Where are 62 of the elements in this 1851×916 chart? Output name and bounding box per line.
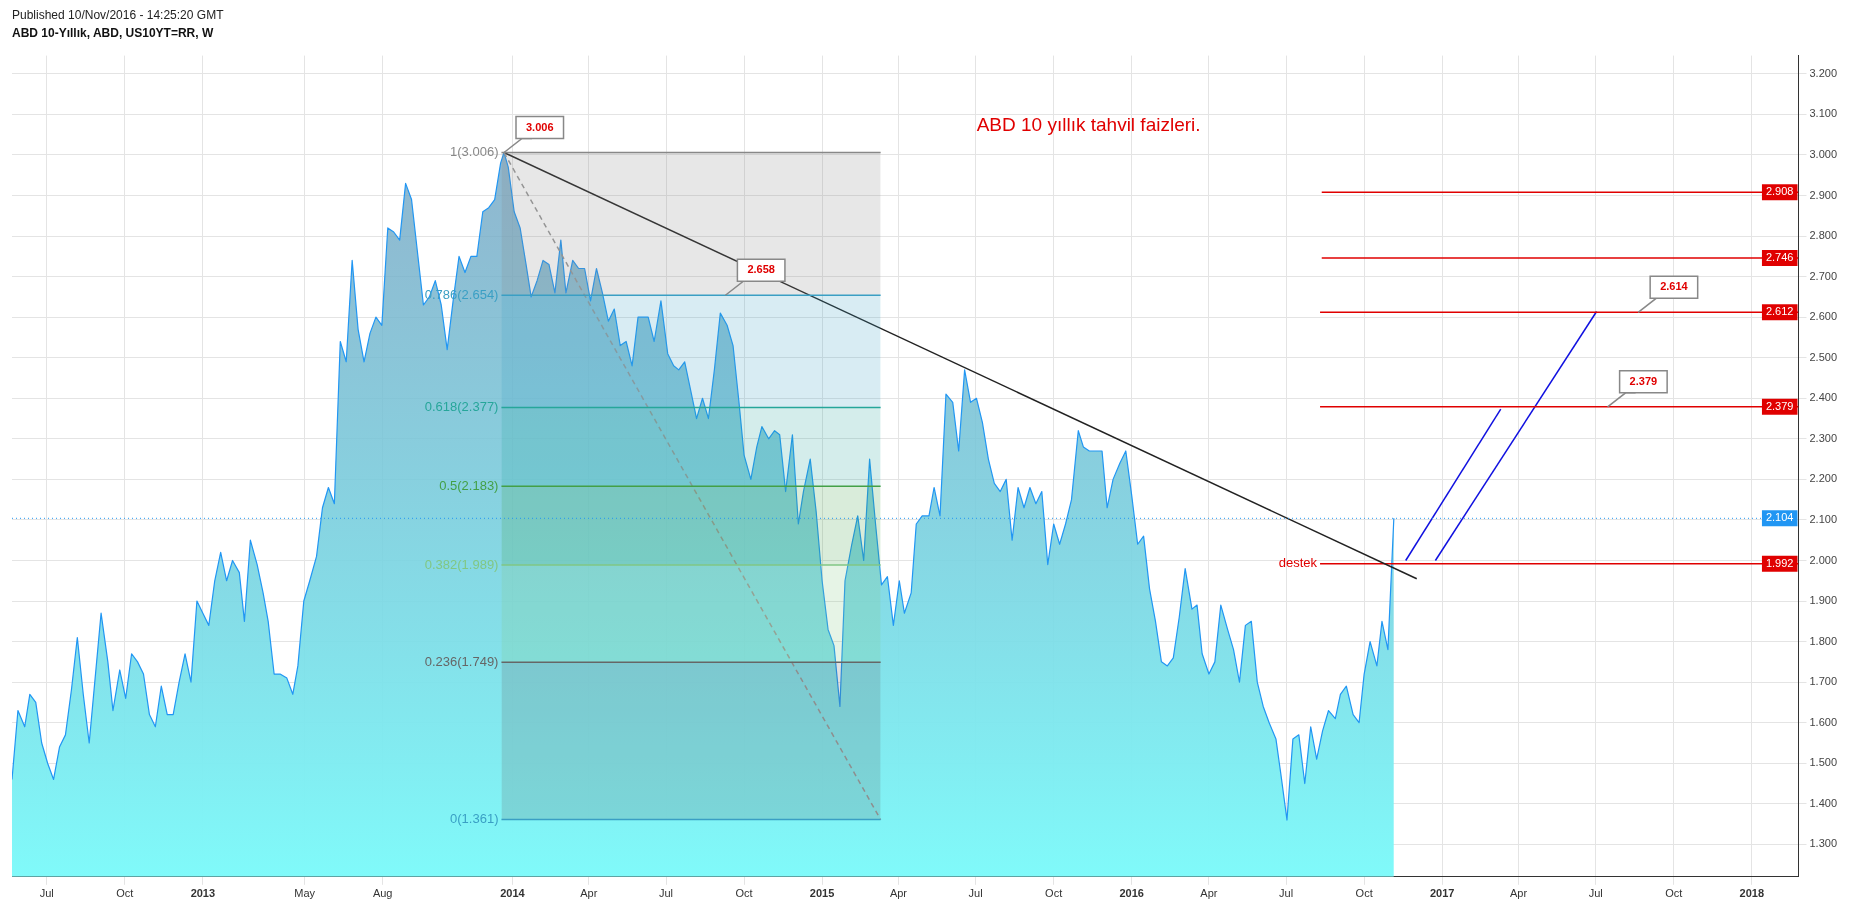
x-tick-label: Apr: [580, 887, 598, 900]
x-tick-label: Apr: [889, 887, 908, 900]
y-tick-label: 1.600: [1809, 715, 1837, 728]
y-tick-label: 1.300: [1809, 837, 1837, 850]
x-tick-label: Jul: [658, 887, 674, 900]
series-label: 0.382(1.989): [424, 556, 499, 572]
x-tick-label: 2017: [1429, 887, 1455, 900]
y-tick-label: 1.800: [1809, 634, 1837, 647]
data-label: 2.379: [1765, 399, 1794, 412]
y-tick-label: 1.400: [1809, 796, 1837, 809]
x-tick-label: Oct: [1355, 887, 1373, 900]
x-tick-label: May: [294, 887, 316, 900]
x-tick-label: Oct: [1665, 887, 1683, 900]
y-tick-label: 2.500: [1809, 350, 1837, 363]
series-label: 0.5(2.183): [439, 477, 499, 493]
x-tick-label: Apr: [1200, 887, 1218, 900]
x-tick-label: Jul: [968, 887, 983, 900]
x-tick-label: Oct: [1045, 887, 1063, 900]
series-label: destek: [1278, 555, 1318, 571]
x-tick-label: Jul: [1279, 887, 1294, 900]
y-tick-label: 1.900: [1809, 594, 1837, 607]
ref-line-label: 2.104: [1765, 511, 1794, 524]
y-tick-label: 3.000: [1809, 147, 1837, 160]
x-tick-label: Apr: [1509, 887, 1528, 900]
data-label: 2.746: [1765, 250, 1794, 263]
data-label: 1.992: [1765, 556, 1794, 569]
x-tick-label: Jul: [39, 887, 54, 900]
y-tick-label: 3.100: [1809, 107, 1837, 120]
legend-label: 1(3.006): [450, 144, 499, 160]
y-tick-label: 2.400: [1809, 391, 1837, 404]
annotation: ABD 10 yıllık tahvil faizleri.: [976, 113, 1201, 135]
y-tick-label: 2.800: [1809, 229, 1837, 242]
x-tick-label: 2013: [190, 887, 216, 900]
annotation: 2.658: [747, 263, 775, 276]
y-tick-label: 3.200: [1809, 66, 1837, 79]
y-tick-label: 1.500: [1809, 756, 1837, 769]
y-tick-label: 2.000: [1809, 553, 1837, 566]
data-label: 2.612: [1765, 305, 1794, 318]
y-tick-label: 2.700: [1809, 269, 1837, 282]
x-tick-label: 2014: [500, 887, 526, 900]
y-tick-label: 2.200: [1809, 472, 1837, 485]
y-tick-label: 2.100: [1809, 512, 1837, 525]
x-tick-label: 2015: [809, 887, 835, 900]
x-tick-label: Oct: [116, 887, 134, 900]
data-label: 2.908: [1765, 185, 1794, 198]
y-tick-label: 2.300: [1809, 431, 1837, 444]
x-tick-label: 2018: [1739, 887, 1765, 900]
series-label: 0.618(2.377): [424, 399, 499, 415]
y-tick-label: 2.900: [1809, 188, 1837, 201]
x-tick-label: Oct: [735, 887, 753, 900]
chart-subtitle: Published 10/Nov/2016 - 14:25:20 GMT: [12, 8, 225, 22]
y-tick-label: 2.600: [1809, 310, 1837, 323]
x-tick-label: Aug: [372, 887, 393, 900]
chart-title: ABD 10-Yıllık, ABD, US10YT=RR, W: [12, 26, 215, 40]
annotation: 2.379: [1629, 374, 1658, 387]
series-label: 0.236(1.749): [424, 653, 499, 669]
annotation: 3.006: [526, 120, 554, 133]
series-label: 0(1.361): [450, 811, 499, 827]
y-tick-label: 1.700: [1809, 675, 1837, 688]
x-tick-label: Jul: [1588, 887, 1603, 900]
x-tick-label: 2016: [1119, 887, 1144, 900]
annotation: 2.614: [1660, 280, 1689, 293]
